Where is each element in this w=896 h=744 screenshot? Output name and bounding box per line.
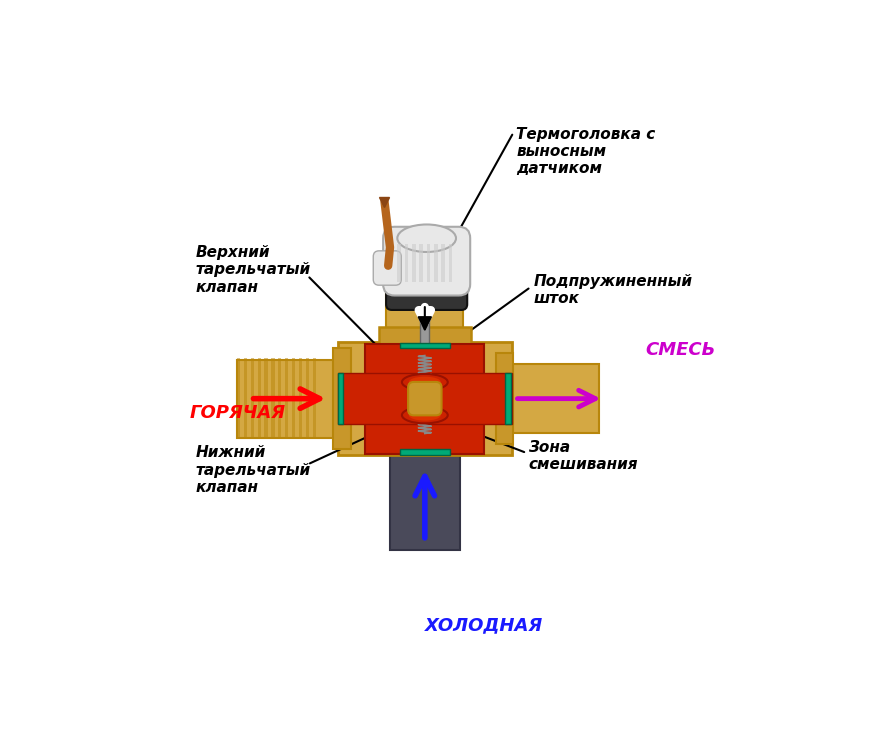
Bar [237,359,338,437]
Bar [426,244,430,282]
Text: Термоголовка с
выносным
датчиком: Термоголовка с выносным датчиком [516,126,656,176]
Ellipse shape [409,410,441,420]
Text: Зона
смешивания: Зона смешивания [528,440,637,472]
Bar [338,373,512,424]
Bar [264,358,268,440]
Bar [381,434,469,452]
Text: Нижний
тарельчатый
клапан: Нижний тарельчатый клапан [195,446,311,496]
Bar [386,250,463,341]
Bar [237,358,240,440]
Bar [338,373,343,424]
Bar [257,358,261,440]
Bar [338,341,512,455]
Bar [379,327,470,345]
Bar [251,358,254,440]
Bar [496,353,513,444]
Ellipse shape [402,374,448,391]
FancyBboxPatch shape [383,227,470,295]
Bar [419,244,423,282]
Bar [390,449,460,550]
Text: Верхний
тарельчатый
клапан: Верхний тарельчатый клапан [195,245,311,295]
Bar [244,358,247,440]
Bar [420,300,429,345]
Bar [313,358,315,440]
FancyBboxPatch shape [386,278,467,310]
Bar [333,348,351,449]
Ellipse shape [409,376,441,388]
Bar [366,344,485,454]
Text: ХОЛОДНАЯ: ХОЛОДНАЯ [425,616,543,634]
Text: ГОРЯЧАЯ: ГОРЯЧАЯ [190,404,286,422]
Bar [405,244,409,282]
Text: Подпружиненный
шток: Подпружиненный шток [534,274,693,306]
Bar [397,244,401,282]
Bar [505,373,511,424]
Bar [442,244,445,282]
FancyBboxPatch shape [374,251,401,285]
Bar [434,244,437,282]
Bar [400,449,450,455]
Bar [298,358,302,440]
Bar [400,343,450,348]
Bar [449,244,452,282]
Ellipse shape [402,407,448,423]
Text: СМЕСЬ: СМЕСЬ [645,341,716,359]
Ellipse shape [397,225,456,252]
Bar [278,358,281,440]
Bar [306,358,309,440]
Bar [498,364,599,434]
Bar [271,358,274,440]
Bar [412,244,416,282]
Bar [285,358,289,440]
FancyBboxPatch shape [408,382,442,415]
Bar [292,358,295,440]
